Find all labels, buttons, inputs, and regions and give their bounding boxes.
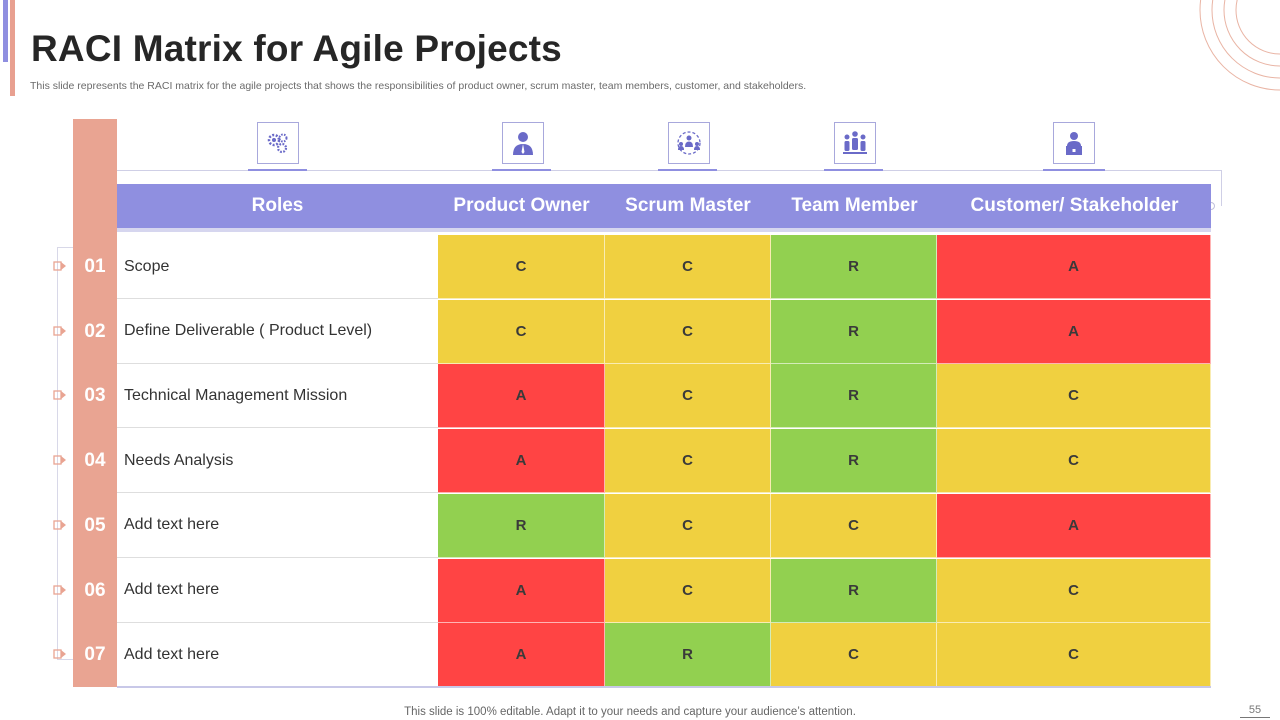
- raci-cell: R: [771, 429, 937, 494]
- table-bracket-left: [57, 247, 73, 660]
- raci-cell: C: [937, 429, 1211, 494]
- decorative-circles: [1199, 0, 1280, 91]
- row-arrow-icon: [53, 520, 66, 530]
- page-number: 55: [1240, 704, 1270, 718]
- accent-bar-purple: [3, 0, 8, 62]
- row-label: Define Deliverable ( Product Level): [117, 299, 438, 364]
- row-number: 01: [84, 256, 106, 277]
- raci-cell: A: [438, 558, 605, 623]
- header-team-member: Team Member: [791, 195, 918, 216]
- raci-cell: R: [438, 493, 605, 558]
- header-underline: [117, 228, 1211, 232]
- raci-cell: C: [438, 235, 605, 299]
- table-row: 03 Technical Management Mission A C R C: [53, 364, 1211, 429]
- row-arrow-icon: [53, 326, 66, 336]
- header-customer-stakeholder: Customer/ Stakeholder: [970, 195, 1179, 216]
- icon-underline: [248, 169, 307, 171]
- footer-note: This slide is 100% editable. Adapt it to…: [404, 706, 856, 718]
- table-row: 05 Add text here R C C A: [53, 493, 1211, 558]
- raci-cell: A: [937, 235, 1211, 299]
- row-label: Scope: [117, 235, 438, 299]
- raci-cell: C: [937, 558, 1211, 623]
- raci-cell: A: [438, 623, 605, 688]
- table-header: Roles Product Owner Scrum Master Team Me…: [117, 184, 1211, 232]
- raci-cell: C: [605, 235, 771, 299]
- page-title: RACI Matrix for Agile Projects: [31, 28, 562, 69]
- raci-cell: R: [605, 623, 771, 688]
- header-roles: Roles: [251, 195, 304, 216]
- row-arrow-icon: [53, 455, 66, 465]
- raci-cell: A: [937, 299, 1211, 364]
- table-row: 01 Scope C C R A: [53, 235, 1211, 299]
- page-subtitle: This slide represents the RACI matrix fo…: [30, 80, 807, 92]
- raci-cell: C: [438, 299, 605, 364]
- raci-cell: C: [605, 558, 771, 623]
- table-bottom-line: [117, 686, 1211, 688]
- raci-cell: R: [771, 558, 937, 623]
- raci-cell: A: [937, 493, 1211, 558]
- raci-cell: C: [937, 364, 1211, 429]
- row-arrow-icon: [53, 390, 66, 401]
- raci-cell: C: [771, 623, 937, 688]
- table-row: 07 Add text here A R C C: [53, 623, 1211, 688]
- header-product-owner: Product Owner: [453, 195, 590, 216]
- row-label: Add text here: [117, 623, 438, 688]
- icon-underline: [824, 169, 883, 171]
- table-row: 06 Add text here A C R C: [53, 558, 1211, 623]
- raci-cell: C: [937, 623, 1211, 688]
- row-arrow-icon: [53, 649, 66, 659]
- raci-cell: C: [605, 429, 771, 494]
- business-person-icon: [502, 122, 544, 164]
- row-number: 07: [84, 644, 106, 666]
- table-row: 04 Needs Analysis A C R C: [53, 429, 1211, 494]
- row-arrow-icon: [53, 261, 66, 271]
- team-group-icon: [834, 122, 876, 164]
- header-scrum-master: Scrum Master: [625, 195, 751, 216]
- raci-cell: R: [771, 364, 937, 429]
- raci-cell: C: [605, 493, 771, 558]
- icon-underline: [492, 169, 551, 171]
- row-arrow-icon: [53, 584, 66, 595]
- raci-cell: R: [771, 299, 937, 364]
- row-label: Add text here: [117, 558, 438, 623]
- raci-cell: R: [771, 235, 937, 299]
- customer-desk-icon: [1053, 122, 1095, 164]
- raci-cell: A: [438, 429, 605, 494]
- icon-underline: [1043, 169, 1105, 171]
- raci-cell: C: [605, 364, 771, 429]
- row-number-strip: [73, 119, 117, 687]
- team-network-icon: [668, 122, 710, 164]
- row-number: 03: [84, 385, 106, 407]
- row-label: Add text here: [117, 493, 438, 558]
- row-number: 04: [84, 450, 106, 472]
- row-number: 02: [84, 320, 106, 342]
- gears-icon: [257, 122, 299, 164]
- icon-underline: [658, 169, 717, 171]
- raci-cell: C: [605, 299, 771, 364]
- raci-cell: A: [438, 364, 605, 429]
- row-label: Needs Analysis: [117, 429, 438, 494]
- accent-bar-salmon: [10, 0, 15, 96]
- row-number: 05: [84, 514, 106, 536]
- row-number: 06: [84, 579, 106, 601]
- table-row: 02 Define Deliverable ( Product Level) C C R…: [53, 299, 1211, 364]
- raci-cell: C: [771, 493, 937, 558]
- row-label: Technical Management Mission: [117, 364, 438, 429]
